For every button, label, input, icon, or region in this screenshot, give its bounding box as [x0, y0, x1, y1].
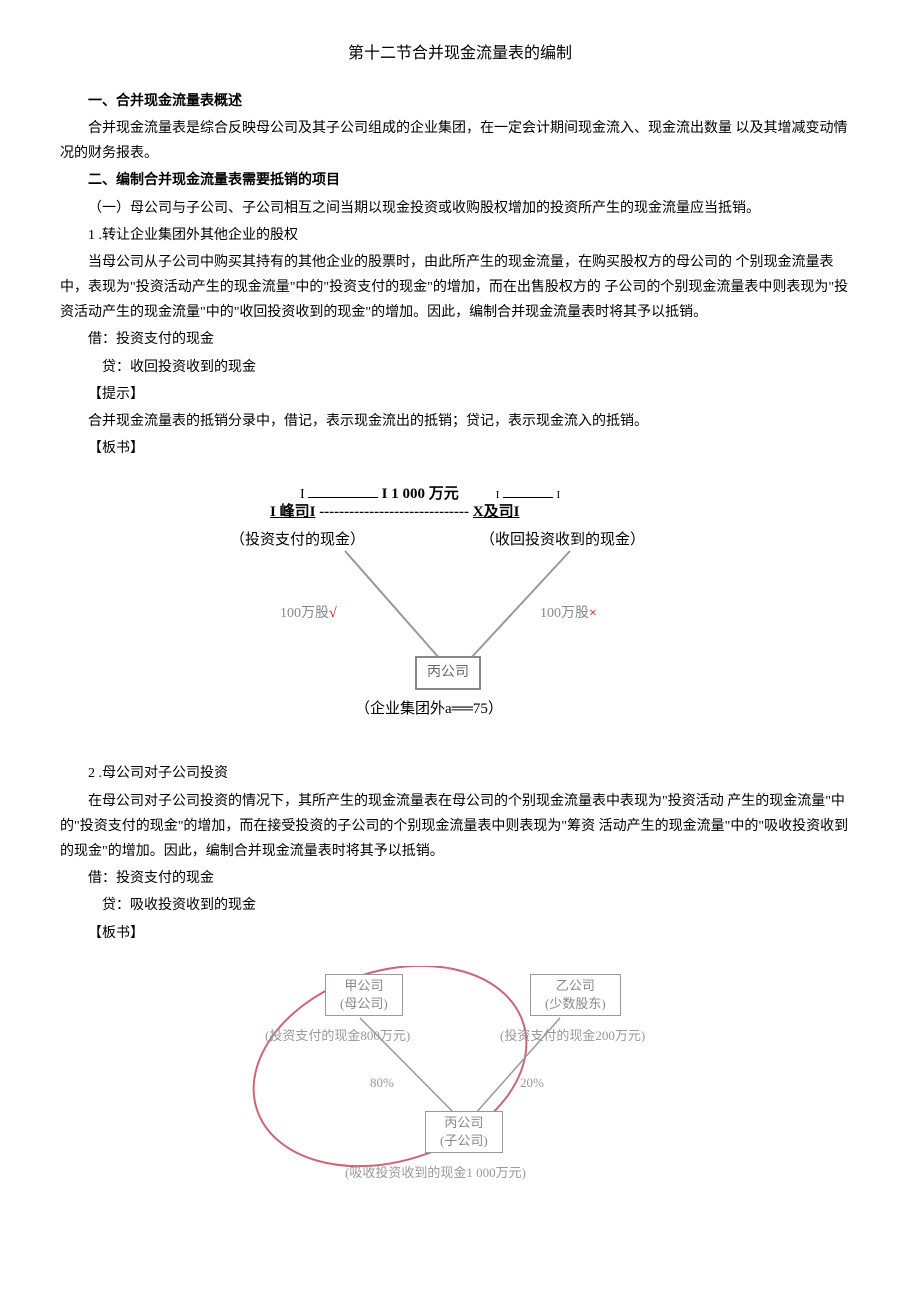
board-label-2: 【板书】 — [60, 921, 860, 946]
d2-pct-right: 20% — [520, 1071, 544, 1094]
d2-pct-left: 80% — [370, 1071, 394, 1094]
para-2-2: 1 .转让企业集团外其他企业的股权 — [60, 223, 860, 248]
d2-parent-box: 甲公司 (母公司) — [325, 974, 403, 1016]
d1-shares-left: 100万股√ — [280, 601, 337, 626]
para-3-2: 在母公司对子公司投资的情况下，其所产生的现金流量表在母公司的个别现金流量表中表现… — [60, 789, 860, 865]
para-2-1: （一）母公司与子公司、子公司相互之间当期以现金投资或收购股权增加的投资所产生的现… — [60, 196, 860, 221]
d1-label-left: （投资支付的现金） — [230, 527, 365, 554]
d2-minority-box: 乙公司 (少数股东) — [530, 974, 621, 1016]
d1-caption: （企业集团外a══75） — [355, 696, 503, 723]
page-title: 第十二节合并现金流量表的编制 — [60, 40, 860, 69]
diagram-1: I I 1 000 万元 I I I 峰司I -----------------… — [200, 481, 720, 741]
d1-shares-right: 100万股× — [540, 601, 597, 626]
hint-label: 【提示】 — [60, 382, 860, 407]
d1-target-box: 丙公司 — [415, 656, 481, 689]
para-2-3: 当母公司从子公司中购买其持有的其他企业的股票时，由此所产生的现金流量，在购买股权… — [60, 250, 860, 326]
para-3-1: 2 .母公司对子公司投资 — [60, 761, 860, 786]
heading-2: 二、编制合并现金流量表需要抵销的项目 — [60, 168, 860, 193]
diagram-2: 甲公司 (母公司) 乙公司 (少数股东) (投资支付的现金800万元) (投资支… — [210, 966, 710, 1196]
d2-caption: (吸收投资收到的现金1 000万元) — [345, 1161, 526, 1184]
entry-credit-2: 贷：吸收投资收到的现金 — [60, 893, 860, 918]
d2-sub-box: 丙公司 (子公司) — [425, 1111, 503, 1153]
hint-text: 合并现金流量表的抵销分录中，借记，表示现金流出的抵销；贷记，表示现金流入的抵销。 — [60, 409, 860, 434]
heading-1: 一、合并现金流量表概述 — [60, 89, 860, 114]
d1-top-row2: I 峰司I ------------------------------ X及司… — [270, 499, 519, 526]
d2-label-right: (投资支付的现金200万元) — [500, 1024, 645, 1047]
entry-credit-1: 贷：收回投资收到的现金 — [60, 355, 860, 380]
entry-debit-2: 借：投资支付的现金 — [60, 866, 860, 891]
board-label-1: 【板书】 — [60, 436, 860, 461]
d1-label-right: （收回投资收到的现金） — [480, 527, 645, 554]
para-1-1: 合并现金流量表是综合反映母公司及其子公司组成的企业集团，在一定会计期间现金流入、… — [60, 116, 860, 166]
d2-label-left: (投资支付的现金800万元) — [265, 1024, 410, 1047]
entry-debit-1: 借：投资支付的现金 — [60, 327, 860, 352]
